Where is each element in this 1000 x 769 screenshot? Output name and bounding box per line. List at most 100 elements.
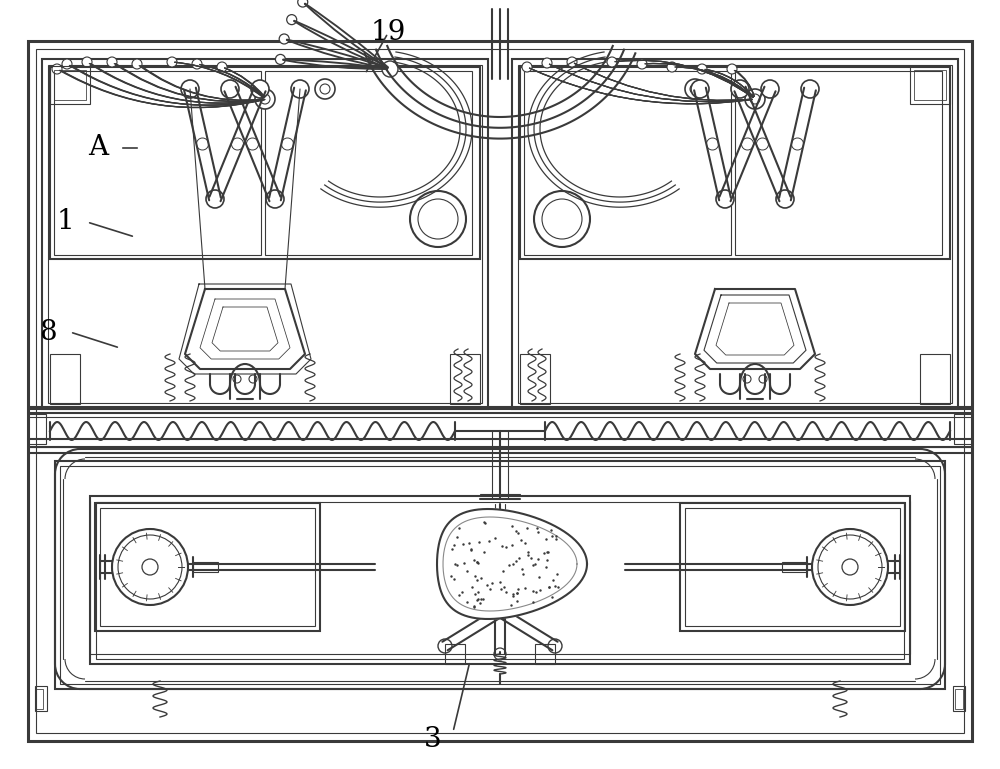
Bar: [520, 67, 950, 259]
Circle shape: [112, 529, 188, 605]
Circle shape: [812, 529, 888, 605]
Circle shape: [167, 57, 177, 67]
Circle shape: [731, 80, 749, 98]
Bar: [954, 414, 972, 444]
Circle shape: [497, 609, 503, 615]
Circle shape: [842, 559, 858, 575]
Bar: [35, 686, 47, 711]
Text: 3: 3: [424, 726, 442, 754]
Bar: [50, 67, 480, 259]
Bar: [920, 354, 950, 404]
Text: 19: 19: [370, 18, 406, 46]
Circle shape: [132, 59, 142, 69]
Circle shape: [542, 199, 582, 239]
Circle shape: [315, 79, 335, 99]
Circle shape: [249, 375, 257, 383]
Circle shape: [542, 58, 552, 68]
Bar: [782, 562, 807, 572]
Bar: [100, 508, 315, 626]
Bar: [445, 644, 465, 664]
Circle shape: [291, 80, 309, 98]
Bar: [914, 70, 946, 100]
Bar: [680, 503, 905, 631]
Bar: [60, 466, 940, 684]
Bar: [265, 71, 472, 255]
Circle shape: [52, 64, 62, 74]
Bar: [520, 354, 550, 404]
Circle shape: [221, 80, 239, 98]
Bar: [50, 354, 80, 404]
Circle shape: [181, 80, 199, 98]
Bar: [95, 503, 320, 631]
Circle shape: [279, 34, 289, 44]
Circle shape: [761, 80, 779, 98]
Circle shape: [716, 190, 734, 208]
Bar: [90, 496, 910, 664]
Circle shape: [697, 64, 707, 74]
Circle shape: [438, 639, 452, 653]
Text: 8: 8: [39, 318, 57, 346]
Circle shape: [255, 89, 275, 109]
Bar: [42, 59, 488, 409]
Circle shape: [750, 94, 760, 104]
Bar: [524, 71, 731, 255]
Circle shape: [287, 15, 297, 25]
Circle shape: [727, 64, 737, 74]
Bar: [54, 70, 86, 100]
Circle shape: [62, 59, 72, 69]
Circle shape: [522, 62, 532, 72]
Circle shape: [743, 375, 751, 383]
Bar: [953, 686, 965, 711]
Circle shape: [320, 84, 330, 94]
Text: A: A: [88, 134, 108, 161]
Circle shape: [233, 375, 241, 383]
Bar: [955, 689, 963, 709]
Circle shape: [382, 61, 398, 77]
Circle shape: [418, 199, 458, 239]
Text: 1: 1: [56, 208, 74, 235]
Circle shape: [217, 62, 227, 72]
Bar: [36, 49, 964, 733]
Polygon shape: [437, 509, 587, 619]
Circle shape: [776, 190, 794, 208]
Circle shape: [685, 79, 705, 99]
Circle shape: [142, 559, 158, 575]
Bar: [193, 562, 218, 572]
Bar: [518, 65, 952, 403]
Circle shape: [759, 375, 767, 383]
Bar: [48, 65, 482, 403]
Circle shape: [801, 80, 819, 98]
Circle shape: [607, 57, 617, 67]
Circle shape: [637, 59, 647, 69]
Circle shape: [548, 639, 562, 653]
Bar: [735, 71, 942, 255]
Circle shape: [118, 535, 182, 599]
Circle shape: [567, 57, 577, 67]
Circle shape: [667, 62, 677, 72]
Circle shape: [818, 535, 882, 599]
Circle shape: [690, 84, 700, 94]
Circle shape: [82, 57, 92, 67]
Bar: [35, 689, 43, 709]
Bar: [512, 59, 958, 409]
Bar: [50, 66, 90, 104]
Bar: [535, 644, 555, 664]
Circle shape: [691, 80, 709, 98]
Bar: [28, 414, 46, 444]
Circle shape: [107, 57, 117, 67]
Circle shape: [266, 190, 284, 208]
Circle shape: [275, 55, 285, 65]
Circle shape: [298, 0, 308, 7]
Circle shape: [251, 80, 269, 98]
Circle shape: [260, 94, 270, 104]
Circle shape: [410, 191, 466, 247]
Bar: [96, 502, 904, 659]
Circle shape: [494, 606, 506, 618]
Circle shape: [192, 59, 202, 69]
Bar: [450, 354, 480, 404]
Circle shape: [206, 190, 224, 208]
Bar: [910, 66, 950, 104]
Circle shape: [494, 648, 506, 660]
Circle shape: [745, 89, 765, 109]
Bar: [54, 71, 261, 255]
